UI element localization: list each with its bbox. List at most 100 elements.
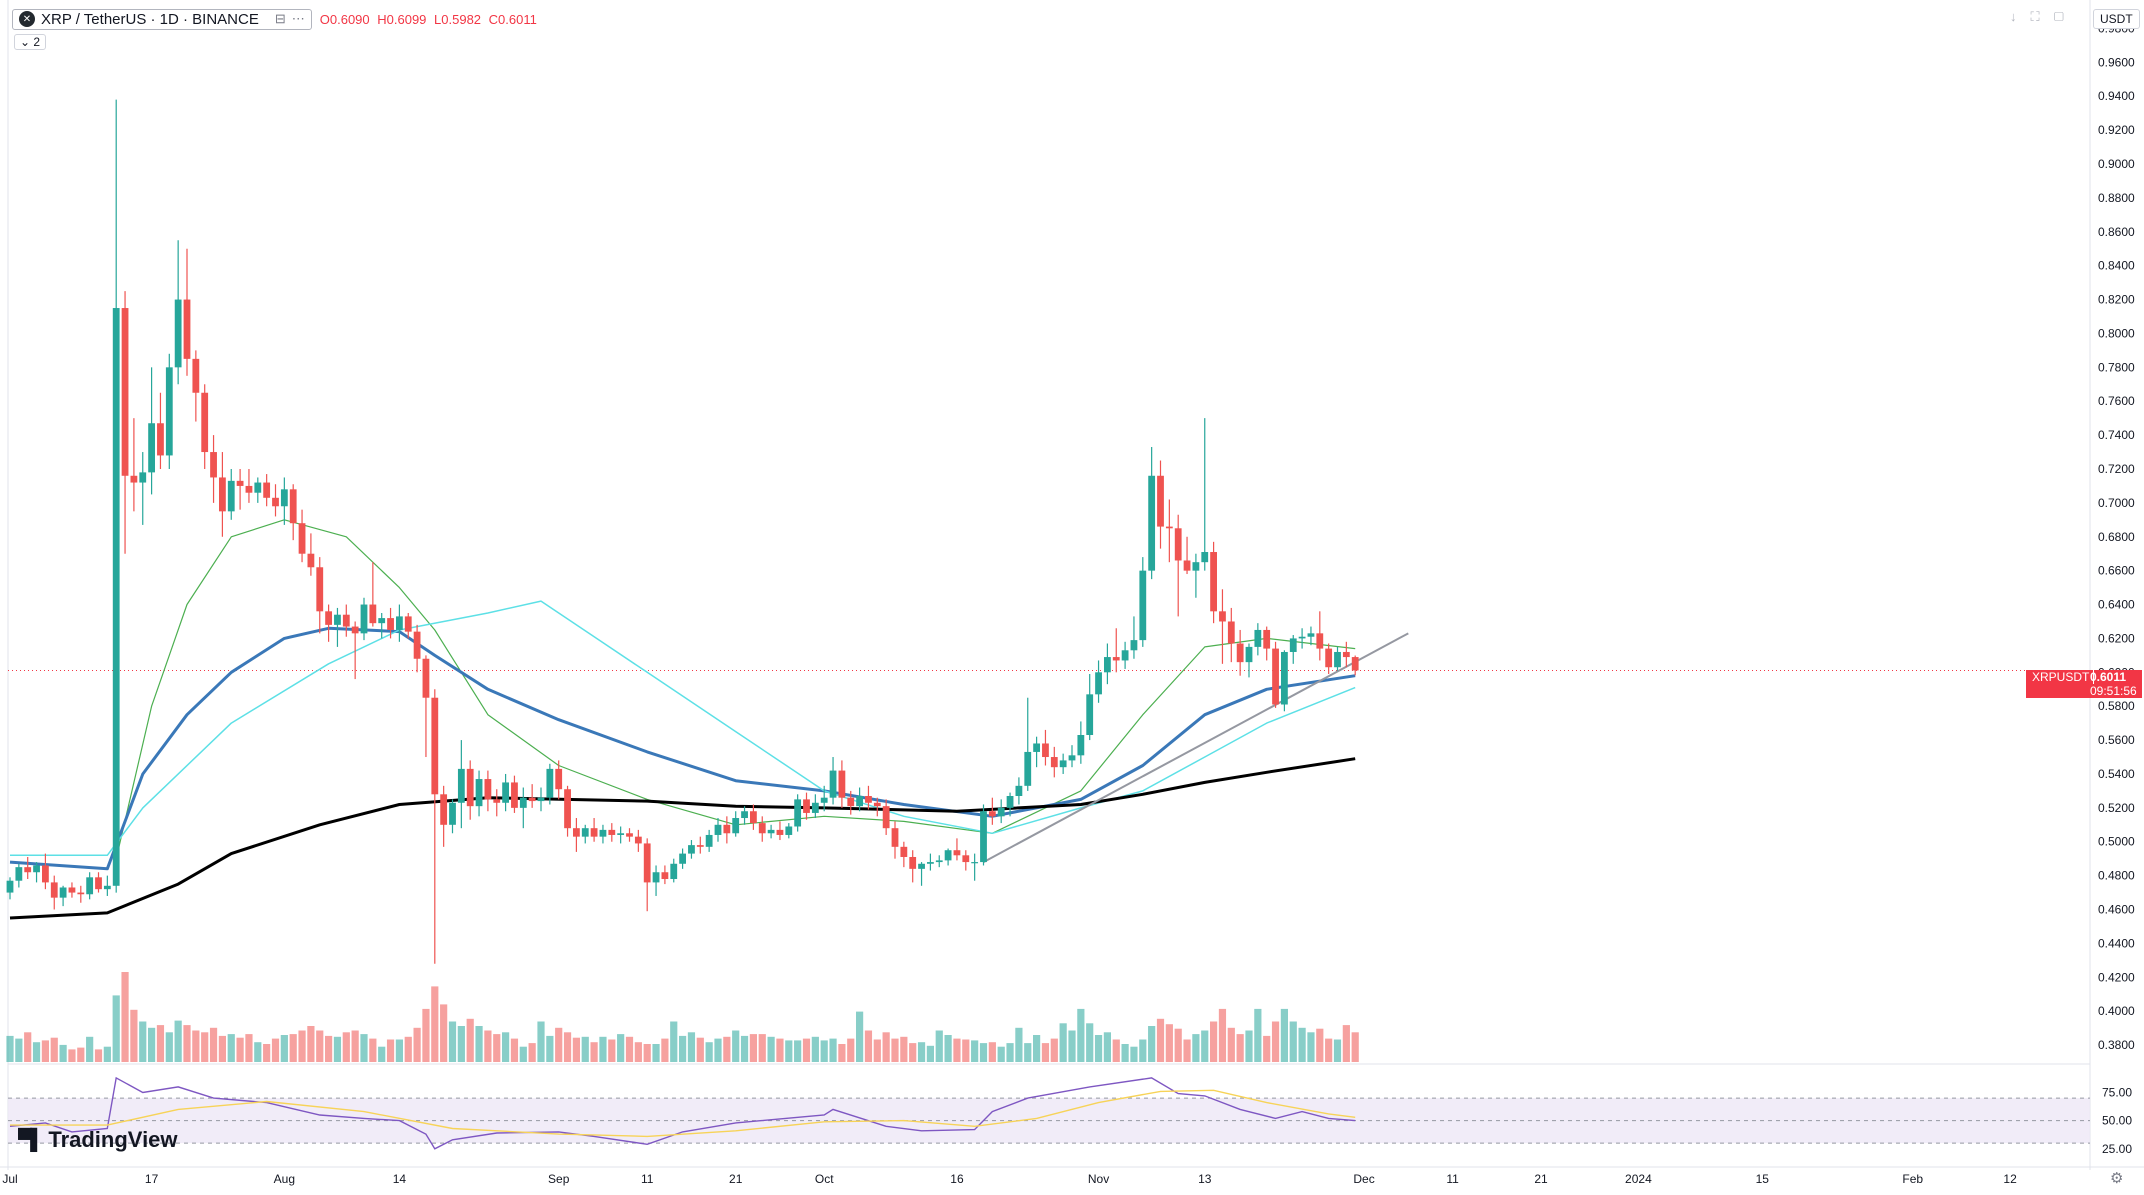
- symbol-search[interactable]: ✕ XRP / TetherUS · 1D · BINANCE ⊟ ⋯: [12, 8, 312, 30]
- volume-bar: [316, 1030, 324, 1062]
- arrow-down-icon[interactable]: ↓: [2010, 9, 2031, 24]
- volume-bar: [32, 1042, 41, 1062]
- candle-body: [1183, 560, 1191, 571]
- volume-bar: [1245, 1030, 1253, 1062]
- price-axis-tick: 0.5200: [2098, 801, 2135, 815]
- volume-bar: [1165, 1024, 1173, 1062]
- candle-body: [440, 794, 448, 825]
- price-axis-tick: 0.8400: [2098, 259, 2135, 273]
- volume-bar: [776, 1038, 784, 1062]
- snapshot-icon[interactable]: ▢: [2053, 9, 2079, 24]
- high-value: H0.6099: [377, 11, 427, 27]
- volume-bar: [740, 1035, 749, 1062]
- candle-body: [174, 299, 182, 368]
- time-axis-tick: Feb: [1902, 1172, 1923, 1186]
- candle-body: [103, 885, 111, 890]
- volume-bar: [1183, 1039, 1191, 1062]
- volume-bar: [979, 1043, 988, 1062]
- time-axis-tick: 14: [393, 1172, 407, 1186]
- volume-bar: [873, 1039, 881, 1062]
- volume-bar: [749, 1034, 757, 1062]
- volume-bar: [94, 1049, 103, 1062]
- volume-bar: [617, 1034, 625, 1062]
- candle-body: [1236, 643, 1244, 663]
- price-axis-tick: 0.8600: [2098, 225, 2135, 239]
- volume-bar: [546, 1035, 554, 1062]
- candle-body: [661, 872, 669, 880]
- volume-bar: [209, 1027, 218, 1062]
- volume-bar: [395, 1039, 403, 1062]
- candle-body: [573, 828, 580, 837]
- tradingview-logo[interactable]: ▀▌ TradingView: [18, 1127, 178, 1153]
- volume-bar: [572, 1037, 580, 1062]
- volume-bar: [24, 1032, 32, 1062]
- volume-bar: [342, 1032, 350, 1062]
- volume-bar: [625, 1036, 634, 1062]
- candle-body: [537, 797, 545, 802]
- volume-bar: [413, 1027, 421, 1062]
- price-axis-tick: 0.7600: [2098, 394, 2135, 408]
- volume-bar: [1156, 1018, 1165, 1062]
- candle-body: [1130, 640, 1138, 651]
- fullscreen-icon[interactable]: ⛶: [2030, 9, 2054, 24]
- candle-body: [705, 834, 713, 847]
- volume-bar: [59, 1044, 67, 1062]
- close-value: C0.6011: [488, 11, 537, 27]
- volume-bar: [236, 1037, 244, 1062]
- candle-body: [882, 806, 890, 829]
- candle-body: [1272, 648, 1279, 705]
- volume-bar: [351, 1030, 359, 1062]
- candle-body: [1174, 528, 1182, 561]
- settings-gear-icon[interactable]: ⚙: [2110, 1170, 2124, 1187]
- candle-body: [351, 626, 359, 634]
- tradingview-mark-icon: ▀▌: [18, 1128, 44, 1151]
- candle-body: [935, 860, 943, 863]
- candle-body: [528, 797, 536, 802]
- volume-bar: [68, 1049, 76, 1062]
- candle-body: [1281, 651, 1288, 705]
- volume-bar: [333, 1036, 342, 1062]
- candle-body: [68, 887, 76, 893]
- compare-icon[interactable]: ⋯: [291, 11, 305, 26]
- time-axis-tick: 13: [1198, 1172, 1212, 1186]
- candle-body: [1112, 657, 1120, 661]
- time-axis-tick: 11: [641, 1172, 654, 1186]
- candle-body: [980, 811, 987, 863]
- moving-average-ma_black: [9, 757, 1356, 920]
- volume-bar: [997, 1046, 1005, 1062]
- candle-body: [42, 865, 49, 883]
- trendline: [983, 632, 1409, 863]
- volume-bar: [440, 1004, 448, 1062]
- candle-body: [369, 604, 377, 624]
- search-icon[interactable]: ⊟: [274, 11, 286, 26]
- candle-body: [1042, 743, 1049, 758]
- volume-bar: [1059, 1023, 1067, 1062]
- volume-bar: [466, 1018, 474, 1062]
- candle-body: [1263, 629, 1271, 649]
- volume-bar: [422, 1008, 430, 1062]
- candle-body: [1219, 611, 1226, 622]
- candle-body: [1334, 651, 1341, 668]
- chart-controls[interactable]: ↓⛶▢: [2010, 9, 2078, 25]
- volume-bar: [1139, 1039, 1147, 1062]
- volume-bar: [652, 1044, 660, 1062]
- candle-body: [590, 828, 598, 837]
- volume-bar: [732, 1030, 740, 1062]
- volume-bar: [1227, 1027, 1235, 1062]
- indicators-collapse-button[interactable]: ⌄ 2: [14, 34, 47, 50]
- candle-body: [254, 482, 262, 493]
- time-axis-tick: 11: [1446, 1172, 1459, 1186]
- time-axis-tick: 12: [2003, 1172, 2017, 1186]
- currency-selector[interactable]: USDT: [2093, 9, 2140, 29]
- volume-bar: [41, 1040, 49, 1062]
- volume-bar: [1342, 1025, 1350, 1062]
- volume-bar: [1307, 1032, 1315, 1062]
- volume-bar: [563, 1032, 572, 1062]
- volume-bar: [502, 1032, 510, 1062]
- time-axis-tick: Aug: [274, 1172, 295, 1186]
- candle-body: [953, 850, 961, 856]
- volume-bar: [1094, 1035, 1103, 1062]
- price-axis-tick: 0.4600: [2098, 903, 2135, 917]
- volume-bar: [1068, 1030, 1076, 1062]
